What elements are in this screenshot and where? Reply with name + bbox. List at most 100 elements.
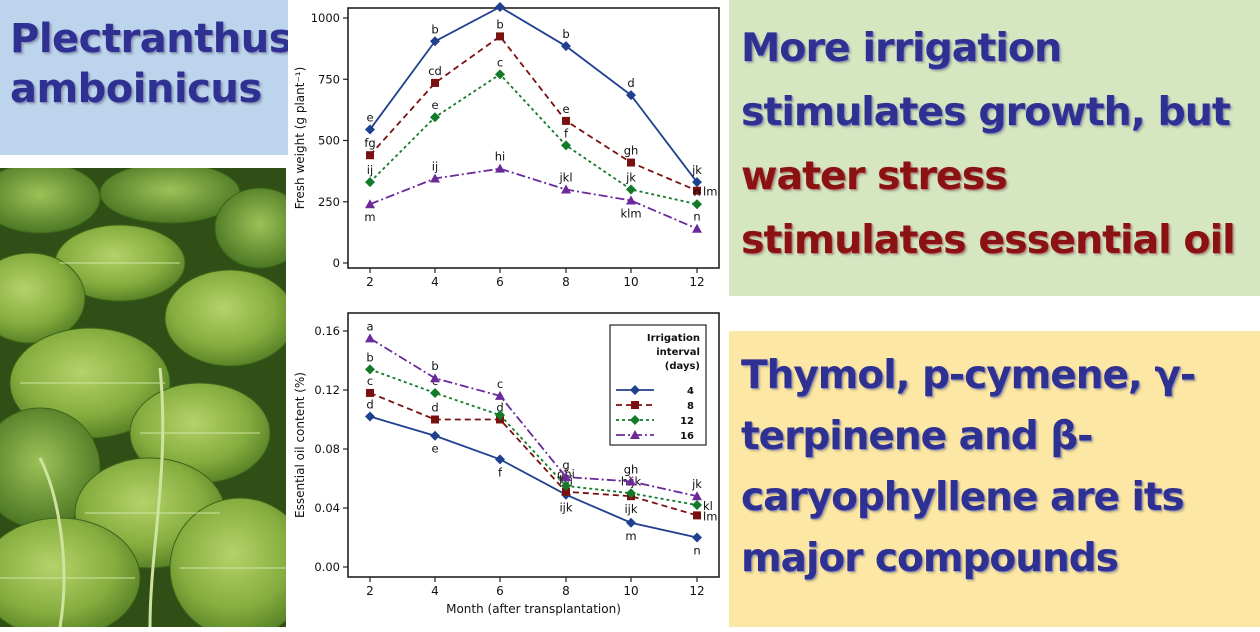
legend-marker-16 — [630, 430, 640, 439]
data-point-4-4 — [430, 430, 440, 441]
legend-label: 4 — [687, 386, 694, 397]
legend-title: (days) — [665, 361, 700, 372]
x-tick-label: 6 — [496, 275, 504, 289]
data-point-16-2 — [365, 199, 375, 209]
plot-frame-0 — [347, 7, 720, 269]
series-line-16 — [369, 337, 698, 498]
data-point-4-10 — [626, 90, 636, 101]
y-axis-label: Fresh weight (g plant⁻¹) — [293, 67, 307, 210]
data-point-12-2 — [365, 364, 375, 375]
data-label: ijk — [559, 501, 572, 515]
legend-title: interval — [656, 347, 700, 358]
data-label: a — [496, 0, 503, 2]
data-label: b — [431, 22, 438, 36]
x-tick-label: 4 — [431, 275, 439, 289]
data-point-12-10 — [626, 488, 636, 499]
data-label: e — [366, 110, 373, 124]
series-line-12 — [369, 368, 698, 506]
data-label: a — [366, 319, 373, 333]
data-point-4-2 — [365, 124, 375, 135]
y-tick-label: 0.08 — [314, 442, 340, 456]
compounds-panel: Thymol, p-cymene, γ- terpinene and β- ca… — [729, 331, 1260, 627]
data-label: jk — [691, 163, 702, 177]
data-label: b — [366, 350, 373, 364]
data-point-16-6 — [495, 390, 505, 400]
data-point-4-12 — [692, 177, 702, 188]
data-label: ij — [367, 163, 373, 177]
data-point-4-4 — [430, 36, 440, 47]
finding-line4: stimulates essential oil — [741, 217, 1236, 263]
data-point-12-2 — [365, 177, 375, 188]
data-point-16-8 — [561, 184, 571, 194]
data-point-12-12 — [692, 500, 702, 511]
legend-marker-12 — [630, 415, 640, 425]
charts-panel: 0 250 500 750 1000 2 4 6 8 10 12 Fresh weight (g pl… — [288, 0, 726, 627]
species-name-line1: Plectranthus — [10, 16, 293, 62]
x-tick-label: 4 — [431, 584, 439, 598]
data-label: c — [367, 374, 373, 388]
data-label: d — [496, 401, 503, 415]
compounds-line4: major compounds — [741, 536, 1119, 581]
data-point-8-4 — [431, 415, 439, 424]
data-label: jk — [691, 477, 702, 491]
data-label: gh — [624, 144, 639, 158]
data-point-4-10 — [626, 517, 636, 528]
data-label: m — [364, 210, 375, 224]
title-panel: Plectranthus amboinicus — [0, 0, 293, 155]
data-label: f — [498, 465, 503, 479]
series-line-8 — [369, 35, 698, 192]
data-label: ijk — [624, 502, 637, 516]
data-label: gh — [624, 462, 639, 476]
y-tick-label: 500 — [318, 134, 340, 148]
data-point-16-2 — [365, 333, 375, 343]
compounds-line2: terpinene and β- — [741, 414, 1093, 459]
data-point-16-10 — [626, 195, 636, 205]
finding-line1: More irrigation — [741, 25, 1062, 71]
data-point-8-2 — [366, 151, 374, 160]
data-point-12-4 — [430, 112, 440, 123]
plant-leaves-illustration — [0, 168, 286, 627]
data-point-16-4 — [430, 173, 440, 183]
data-point-16-4 — [430, 373, 440, 383]
y-tick-label: 0.16 — [314, 324, 340, 338]
data-point-16-6 — [495, 163, 505, 173]
data-label: e — [562, 102, 569, 116]
x-tick-label: 2 — [366, 275, 374, 289]
data-point-4-2 — [365, 411, 375, 422]
data-point-8-2 — [366, 388, 374, 397]
data-label: c — [497, 377, 503, 391]
data-point-8-4 — [431, 78, 439, 87]
y-tick-label: 1000 — [311, 11, 340, 25]
x-tick-label: 10 — [623, 275, 638, 289]
plot-frame-1 — [347, 312, 720, 578]
data-label: d — [431, 401, 438, 415]
y-tick-label: 0 — [333, 256, 340, 270]
x-tick-label: 8 — [562, 275, 570, 289]
data-point-8-12 — [693, 186, 701, 195]
data-point-4-8 — [561, 41, 571, 52]
y-tick-label: 0.12 — [314, 383, 340, 397]
y-tick-label: 0.04 — [314, 501, 340, 515]
data-label: cd — [428, 64, 442, 78]
legend-box — [609, 324, 707, 446]
data-label: d — [627, 76, 634, 90]
data-label: m — [625, 529, 636, 543]
data-point-16-8 — [561, 472, 571, 482]
legend-label: 16 — [680, 431, 694, 442]
data-point-8-12 — [693, 511, 701, 520]
compounds-line3: caryophyllene are its — [741, 475, 1185, 520]
x-tick-label: 10 — [623, 584, 638, 598]
finding-line2: stimulates growth, but — [741, 89, 1231, 135]
data-label: lm — [703, 185, 717, 199]
legend-title: Irrigation — [647, 333, 700, 344]
series-line-4 — [369, 415, 698, 539]
data-label: fg — [364, 136, 375, 150]
data-label: n — [693, 210, 700, 224]
data-label: n — [693, 544, 700, 558]
series-line-16 — [369, 167, 698, 230]
data-label: c — [497, 55, 503, 69]
x-axis-label: Month (after transplantation) — [446, 602, 621, 616]
data-label: e — [431, 442, 438, 456]
x-tick-label: 6 — [496, 584, 504, 598]
data-label: g — [562, 458, 569, 472]
